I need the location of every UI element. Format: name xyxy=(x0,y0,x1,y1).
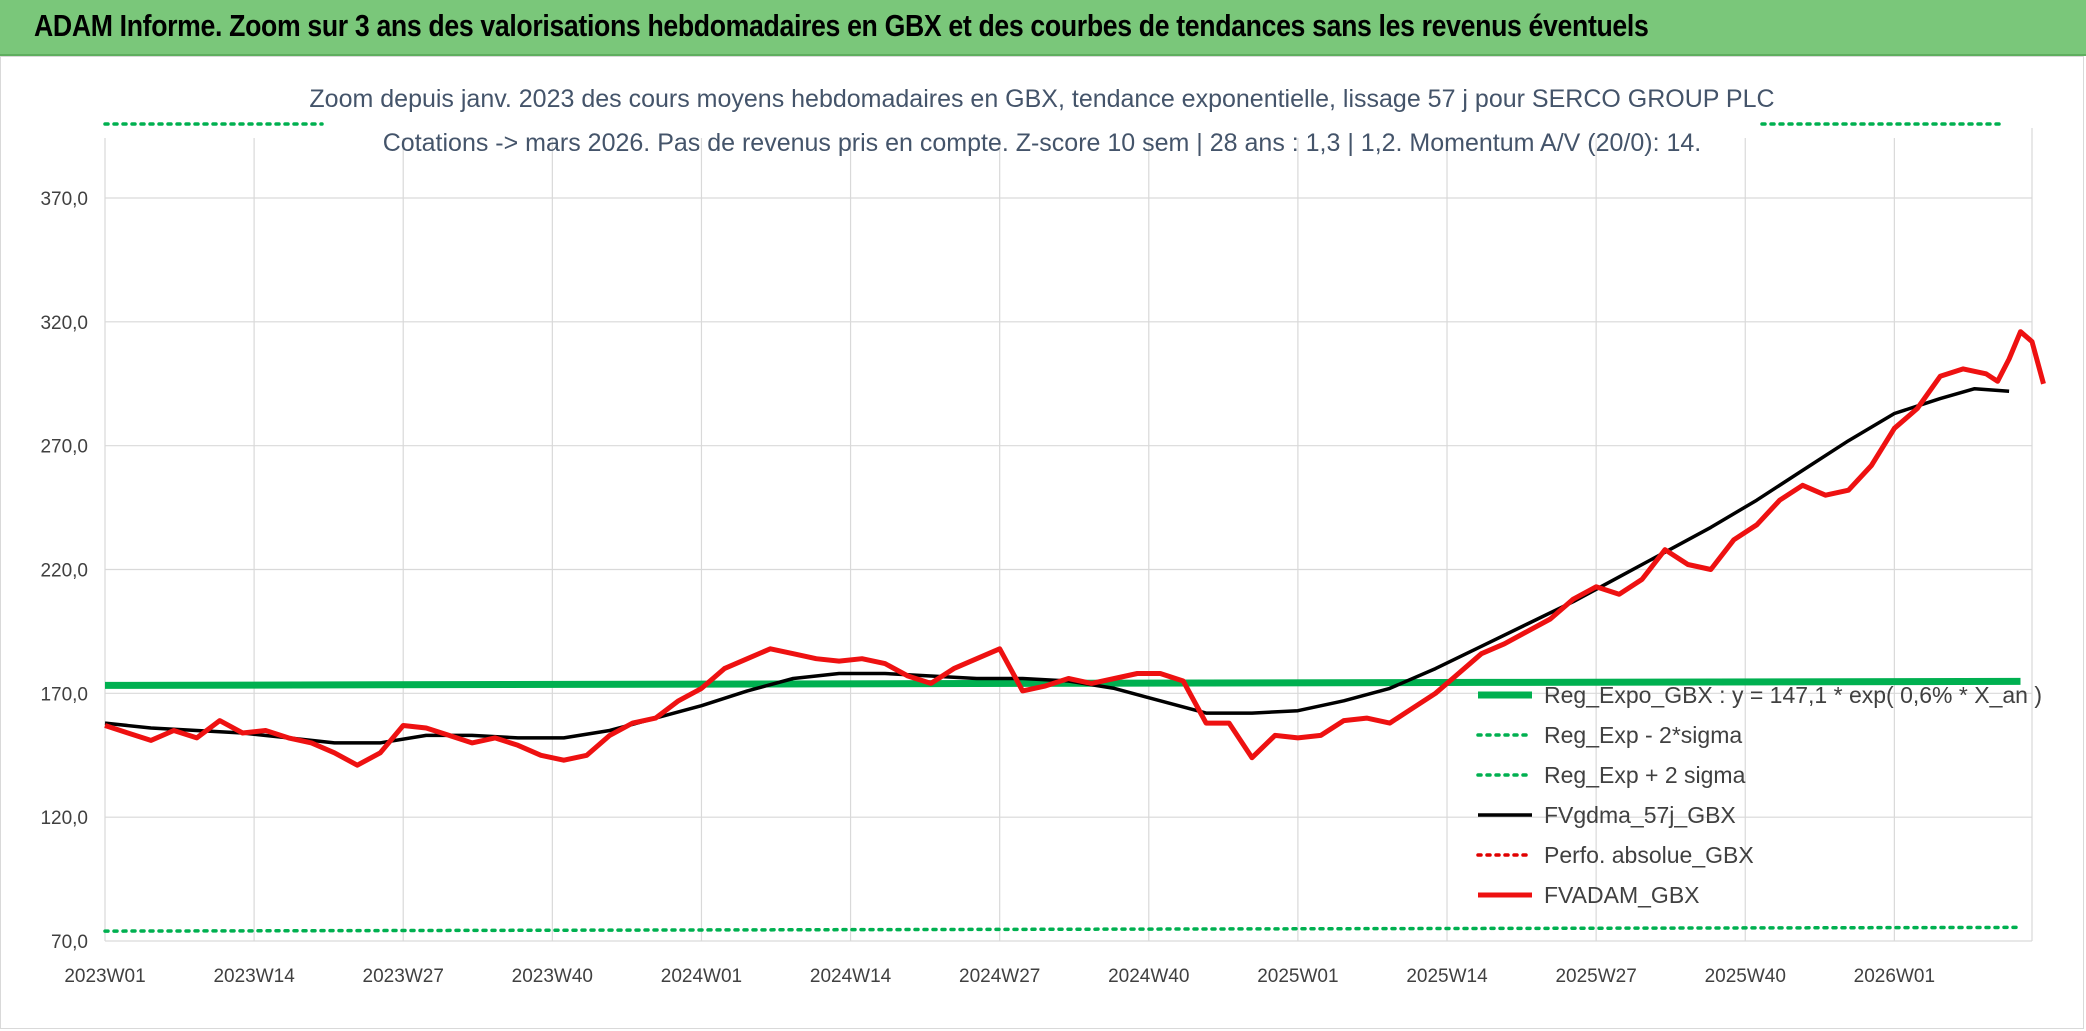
chart-frame xyxy=(0,56,2084,1029)
y-tick-label: 370,0 xyxy=(40,189,88,210)
y-tick-label: 170,0 xyxy=(40,684,88,705)
x-tick-label: 2024W14 xyxy=(810,966,892,987)
y-tick-label: 70,0 xyxy=(51,932,88,953)
x-tick-label: 2025W01 xyxy=(1257,966,1338,987)
x-tick-label: 2023W14 xyxy=(213,966,295,987)
x-tick-label: 2025W14 xyxy=(1406,966,1488,987)
x-tick-label: 2023W01 xyxy=(64,966,145,987)
x-tick-label: 2023W40 xyxy=(512,966,593,987)
y-tick-label: 120,0 xyxy=(40,808,88,829)
legend-label: Reg_Exp - 2*sigma xyxy=(1544,722,1742,748)
page-title: ADAM Informe. Zoom sur 3 ans des valoris… xyxy=(34,8,1649,43)
x-tick-label: 2024W27 xyxy=(959,966,1040,987)
chart-title: Zoom depuis janv. 2023 des cours moyens … xyxy=(309,85,1774,113)
chart-subtitle: Cotations -> mars 2026. Pas de revenus p… xyxy=(383,129,1701,157)
legend-label: Reg_Exp + 2 sigma xyxy=(1544,762,1746,788)
x-tick-label: 2024W40 xyxy=(1108,966,1189,987)
series-line-0 xyxy=(104,677,2021,689)
y-tick-label: 270,0 xyxy=(40,437,88,458)
series-line-5 xyxy=(104,329,2046,768)
legend-label: Reg_Expo_GBX : y = 147,1 * exp( 0,6% * X… xyxy=(1544,682,2042,708)
x-tick-label: 2023W27 xyxy=(363,966,444,987)
y-tick-label: 220,0 xyxy=(40,561,88,582)
header-banner: ADAM Informe. Zoom sur 3 ans des valoris… xyxy=(0,0,2086,56)
x-tick-label: 2026W01 xyxy=(1854,966,1935,987)
x-tick-label: 2025W27 xyxy=(1555,966,1636,987)
series-line-1 xyxy=(103,925,2023,933)
legend-label: Perfo. absolue_GBX xyxy=(1544,842,1754,868)
x-tick-label: 2025W40 xyxy=(1705,966,1786,987)
legend-label: FVgdma_57j_GBX xyxy=(1544,802,1736,828)
legend-label: FVADAM_GBX xyxy=(1544,882,1700,908)
y-tick-label: 320,0 xyxy=(40,313,88,334)
x-tick-label: 2024W01 xyxy=(661,966,742,987)
